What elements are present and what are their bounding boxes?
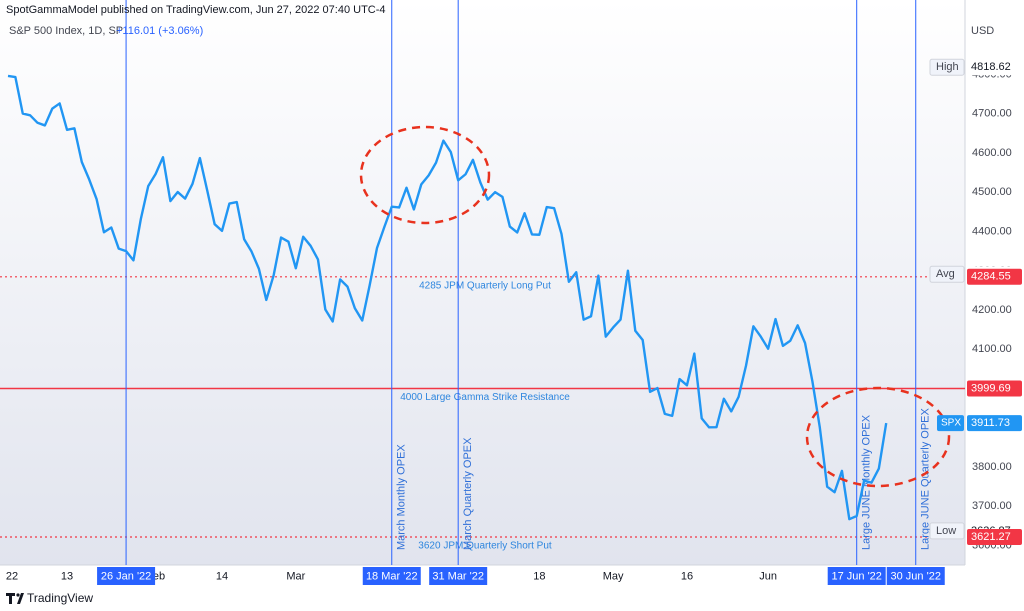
date-badge <box>97 567 156 585</box>
y-tick-label: 4700.00 <box>972 108 1012 120</box>
price-tag-name: High <box>936 61 959 73</box>
x-tick-label: 18 <box>533 570 545 582</box>
level-label: 3620 JPM Quarterly Short Put <box>418 541 552 552</box>
series-name: SPX <box>941 418 961 429</box>
highlight-ellipse <box>805 386 951 488</box>
price-tag-name: Avg <box>936 268 955 280</box>
y-tick-label: 4500.00 <box>972 186 1012 198</box>
date-badge <box>429 567 488 585</box>
level-label: 4285 JPM Quarterly Long Put <box>419 280 551 291</box>
x-tick-label: 30 Jun '22 <box>891 570 941 582</box>
price-tag-value: 4818.62 <box>971 61 1011 73</box>
change: +116.01 (+3.06%) <box>116 25 203 37</box>
highlight-ellipse <box>359 125 491 225</box>
x-tick-label: 13 <box>61 570 73 582</box>
last-price-tag-box <box>967 415 1022 432</box>
y-tick-label: 4100.00 <box>972 343 1012 355</box>
symbol: S&P 500 Index, 1D, SP <box>9 25 123 37</box>
level-tag-value: 3999.69 <box>971 382 1011 394</box>
y-tick-label: 4400.00 <box>972 225 1012 237</box>
level-tag-box <box>967 268 1022 285</box>
price-tag-name-box <box>929 265 965 283</box>
series-layer <box>7 74 888 521</box>
x-tick-label: Mar <box>286 570 305 582</box>
y-tick-label: 4200.00 <box>972 304 1012 316</box>
level-tag-box <box>967 380 1022 397</box>
plot-background <box>0 0 965 565</box>
x-tick-label: 16 <box>681 570 693 582</box>
x-tick-label: 26 Jan '22 <box>101 570 151 582</box>
price-tag-box <box>967 59 1022 76</box>
currency: USD <box>971 25 994 37</box>
price-tag-name-box <box>929 522 965 540</box>
x-tick-label: 17 Jun '22 <box>831 570 881 582</box>
date-line-label: March Quarterly OPEX <box>462 437 474 550</box>
x-tick-label: 31 Mar '22 <box>432 570 484 582</box>
levels-layer: 4285 JPM Quarterly Long Put 4000 Large Ga… <box>0 0 965 565</box>
level-label: 4000 Large Gamma Strike Resistance <box>400 392 570 403</box>
level-tag-box <box>967 529 1022 546</box>
x-tick-label: 18 Mar '22 <box>366 570 418 582</box>
y-tick-label: 3700.00 <box>972 500 1012 512</box>
last-price-tag-value: 3911.73 <box>971 417 1010 429</box>
price-tag-name-box <box>929 58 965 76</box>
level-tag-value: 3621.27 <box>971 531 1011 543</box>
date-badge <box>362 567 421 585</box>
price-tag-name: Low <box>936 525 956 537</box>
x-tick-label: 14 <box>216 570 228 582</box>
y-tick-label: 3800.00 <box>972 461 1012 473</box>
x-tick-label: May <box>603 570 624 582</box>
axis-layer: 3600.003700.003800.003900.004000.004100.… <box>6 58 1022 585</box>
x-tick-label: Jun <box>759 570 777 582</box>
date-line-label: March Monthly OPEX <box>396 444 408 550</box>
series-name-box <box>937 415 964 432</box>
date-badge <box>827 567 886 585</box>
date-badge <box>886 567 945 585</box>
level-tag-value: 4284.55 <box>971 271 1011 283</box>
y-tick-label: 4600.00 <box>972 147 1012 159</box>
x-tick-label: 22 <box>6 570 18 582</box>
footer-logo <box>6 593 24 604</box>
footer-brand: TradingView <box>27 591 93 605</box>
publisher: SpotGammaModel published on TradingView.… <box>6 4 386 16</box>
price-line <box>7 74 888 521</box>
date-line-label: Large JUNE Quarterly OPEX <box>920 408 932 550</box>
